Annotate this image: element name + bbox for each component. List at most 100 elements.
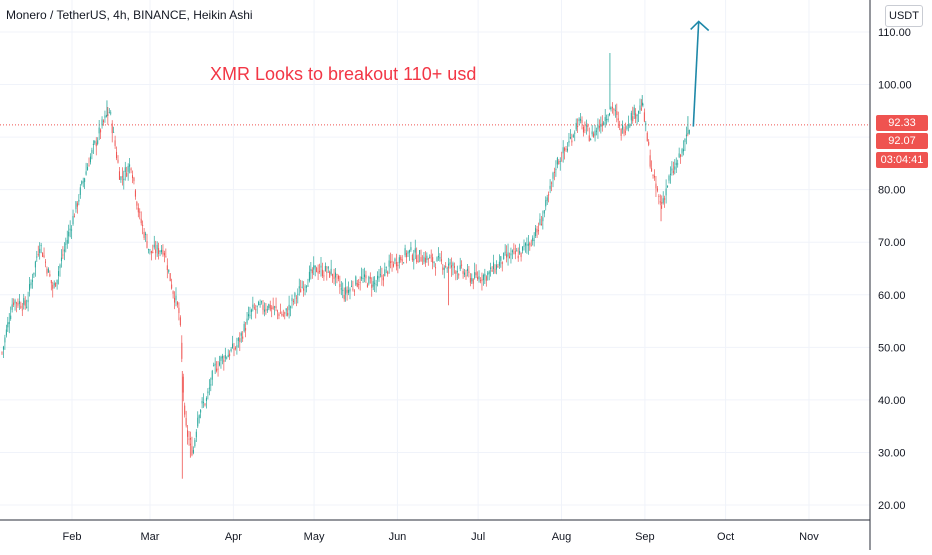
candle-body xyxy=(610,107,612,109)
candle-body xyxy=(335,272,336,278)
candle-body xyxy=(393,263,394,267)
candle-body xyxy=(118,171,120,180)
candle-body xyxy=(203,401,205,403)
candle-body xyxy=(188,438,190,440)
candle-body xyxy=(416,255,418,262)
candle-body xyxy=(353,290,355,292)
candle-body xyxy=(285,308,287,311)
candle-body xyxy=(346,289,348,293)
candle-body xyxy=(69,228,71,231)
candle-body xyxy=(681,149,683,154)
currency-button[interactable]: USDT xyxy=(885,5,923,27)
candle-body xyxy=(411,254,413,261)
candle-body xyxy=(269,304,271,310)
candle-body xyxy=(414,248,416,253)
candle-body xyxy=(591,131,593,135)
candle-body xyxy=(229,353,231,357)
candle-body xyxy=(87,166,89,171)
candle-body xyxy=(171,284,173,289)
y-tick-label: 100.00 xyxy=(878,80,912,92)
candle-body xyxy=(471,277,473,282)
candle-body xyxy=(45,261,46,263)
axes: 110.00100.0090.0080.0070.0060.0050.0040.… xyxy=(0,0,912,550)
candle-body xyxy=(648,141,650,145)
candle-body xyxy=(408,250,410,253)
candle-body xyxy=(74,216,75,218)
candle-body xyxy=(291,298,293,301)
candle-body xyxy=(236,345,238,348)
candle-body xyxy=(340,288,342,290)
candle-body xyxy=(472,279,474,284)
candle-body xyxy=(422,263,423,265)
candle-body xyxy=(417,260,419,262)
candle-body xyxy=(539,218,541,225)
candle-body xyxy=(484,273,486,277)
candle-body xyxy=(156,244,158,250)
candle-body xyxy=(234,347,236,349)
candle-body xyxy=(36,256,38,258)
x-tick-label: Jul xyxy=(471,531,485,543)
candle-body xyxy=(259,303,261,305)
candle-body xyxy=(359,281,361,284)
symbol-title[interactable]: Monero / TetherUS, 4h, BINANCE, Heikin A… xyxy=(6,8,253,22)
candle-body xyxy=(327,266,329,269)
candle-body xyxy=(435,267,437,269)
candle-body xyxy=(49,274,51,277)
candle-body xyxy=(246,318,248,324)
candle-body xyxy=(205,398,207,402)
candle-body xyxy=(185,418,187,426)
candle-body xyxy=(437,255,439,258)
candle-body xyxy=(201,400,203,404)
chart-annotation[interactable]: XMR Looks to breakout 110+ usd xyxy=(210,64,477,84)
candle-body xyxy=(678,153,680,158)
candle-body xyxy=(404,248,406,256)
candle-body xyxy=(124,167,126,172)
candle-body xyxy=(281,313,283,316)
candle-body xyxy=(182,376,184,393)
candle-body xyxy=(158,248,160,254)
candle-body xyxy=(72,215,74,225)
candle-body xyxy=(79,187,81,195)
candle-body xyxy=(255,309,257,311)
candle-body xyxy=(461,264,463,266)
candle-body xyxy=(161,249,162,253)
projection-arrow[interactable] xyxy=(692,21,700,127)
candle-body xyxy=(590,139,592,141)
candle-body xyxy=(464,272,466,275)
candle-body xyxy=(577,125,579,128)
candle-body xyxy=(343,295,345,300)
candle-body xyxy=(523,245,525,247)
candle-body xyxy=(169,273,171,282)
candle-body xyxy=(155,249,157,254)
candle-body xyxy=(478,276,480,280)
candle-body xyxy=(295,297,297,299)
candle-body xyxy=(50,280,52,284)
candle-body xyxy=(488,271,490,274)
candle-body xyxy=(204,403,206,406)
candle-body xyxy=(619,124,621,126)
candle-body xyxy=(95,142,97,147)
candle-body xyxy=(11,304,13,310)
candle-body xyxy=(633,107,635,115)
candle-body xyxy=(375,284,377,286)
candle-body xyxy=(455,271,457,274)
candle-body xyxy=(401,259,403,262)
candle-body xyxy=(58,271,60,276)
candle-body xyxy=(675,162,677,166)
candle-body xyxy=(387,271,389,275)
candle-body xyxy=(642,104,644,106)
x-tick-label: Feb xyxy=(63,531,82,543)
candle-body xyxy=(395,262,397,267)
candle-body xyxy=(611,106,613,109)
candle-body xyxy=(227,354,229,358)
candle-body xyxy=(47,268,49,273)
candle-body xyxy=(448,263,450,266)
candle-body xyxy=(56,279,58,284)
candle-body xyxy=(617,118,619,121)
candle-body xyxy=(290,306,292,308)
candle-body xyxy=(355,276,357,285)
candle-body xyxy=(237,338,239,341)
candle-body xyxy=(330,268,332,275)
